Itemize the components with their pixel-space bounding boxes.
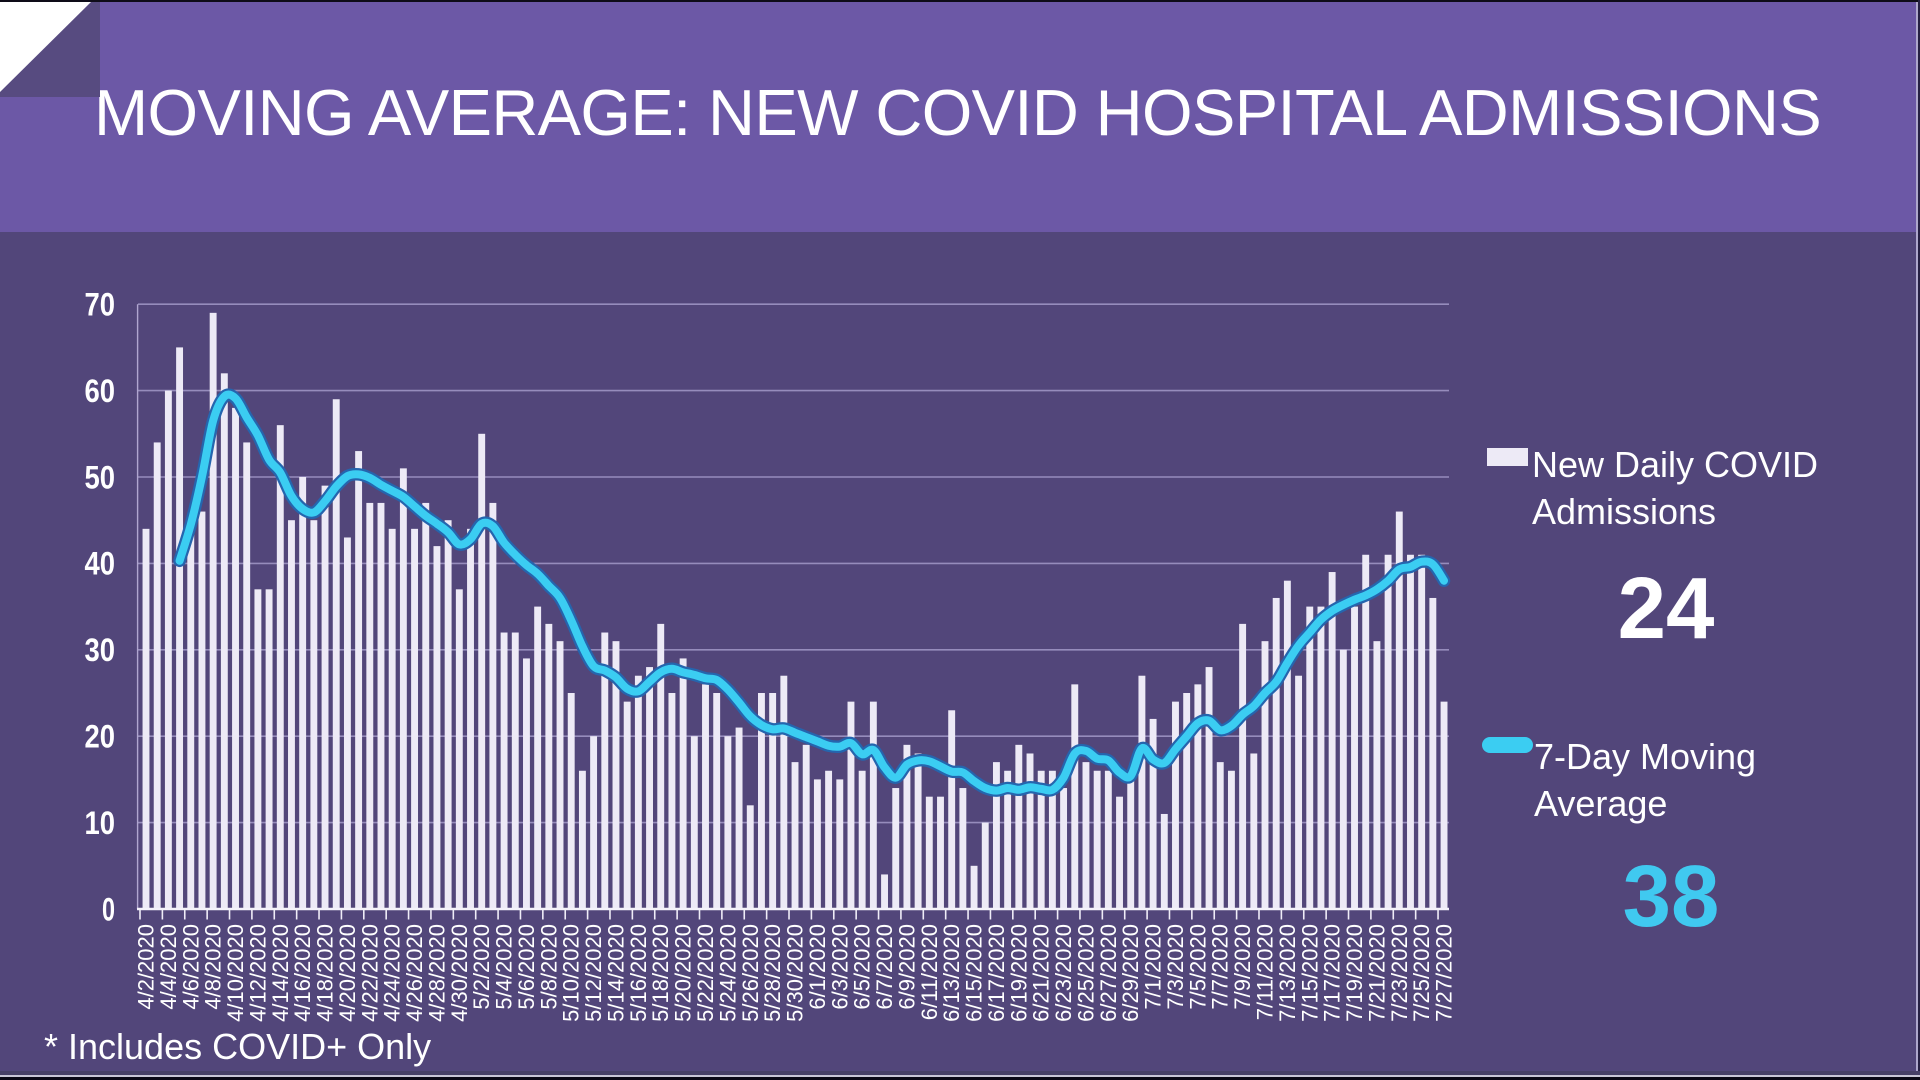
svg-text:6/23/2020: 6/23/2020 [1051, 924, 1076, 1022]
svg-text:7/25/2020: 7/25/2020 [1409, 924, 1434, 1022]
svg-text:7/5/2020: 7/5/2020 [1185, 924, 1210, 1010]
svg-text:6/1/2020: 6/1/2020 [805, 924, 830, 1010]
svg-text:4/26/2020: 4/26/2020 [402, 924, 427, 1022]
svg-text:4/30/2020: 4/30/2020 [447, 924, 472, 1022]
svg-text:4/24/2020: 4/24/2020 [380, 924, 405, 1022]
svg-text:5/30/2020: 5/30/2020 [783, 924, 808, 1022]
svg-text:5/18/2020: 5/18/2020 [648, 924, 673, 1022]
svg-text:0: 0 [102, 891, 115, 927]
svg-text:4/14/2020: 4/14/2020 [268, 924, 293, 1022]
svg-text:4/8/2020: 4/8/2020 [201, 924, 226, 1010]
svg-text:7/21/2020: 7/21/2020 [1364, 924, 1389, 1022]
svg-text:5/24/2020: 5/24/2020 [715, 924, 740, 1022]
svg-text:5/2/2020: 5/2/2020 [469, 924, 494, 1010]
svg-text:5/16/2020: 5/16/2020 [626, 924, 651, 1022]
svg-text:4/18/2020: 4/18/2020 [313, 924, 338, 1022]
svg-text:6/13/2020: 6/13/2020 [939, 924, 964, 1022]
svg-text:5/8/2020: 5/8/2020 [536, 924, 561, 1010]
svg-text:5/20/2020: 5/20/2020 [671, 924, 696, 1022]
svg-text:5/4/2020: 5/4/2020 [492, 924, 517, 1010]
svg-text:50: 50 [85, 459, 116, 495]
svg-text:4/12/2020: 4/12/2020 [245, 924, 270, 1022]
svg-text:5/6/2020: 5/6/2020 [514, 924, 539, 1010]
svg-text:6/21/2020: 6/21/2020 [1029, 924, 1054, 1022]
svg-text:5/14/2020: 5/14/2020 [603, 924, 628, 1022]
svg-text:6/9/2020: 6/9/2020 [894, 924, 919, 1010]
svg-text:4/22/2020: 4/22/2020 [357, 924, 382, 1022]
svg-text:7/9/2020: 7/9/2020 [1230, 924, 1255, 1010]
svg-text:6/5/2020: 6/5/2020 [850, 924, 875, 1010]
svg-text:6/7/2020: 6/7/2020 [872, 924, 897, 1010]
svg-text:4/16/2020: 4/16/2020 [290, 924, 315, 1022]
svg-text:6/11/2020: 6/11/2020 [917, 924, 942, 1020]
svg-text:7/3/2020: 7/3/2020 [1163, 924, 1188, 1010]
svg-text:20: 20 [85, 719, 116, 755]
svg-text:4/28/2020: 4/28/2020 [424, 924, 449, 1022]
svg-text:7/11/2020: 7/11/2020 [1253, 924, 1278, 1020]
svg-text:6/17/2020: 6/17/2020 [984, 924, 1009, 1022]
svg-text:4/6/2020: 4/6/2020 [178, 924, 203, 1010]
svg-text:60: 60 [85, 373, 116, 409]
svg-text:4/10/2020: 4/10/2020 [223, 924, 248, 1022]
svg-text:5/28/2020: 5/28/2020 [760, 924, 785, 1022]
svg-text:30: 30 [85, 632, 116, 668]
svg-text:7/7/2020: 7/7/2020 [1208, 924, 1233, 1010]
svg-text:6/3/2020: 6/3/2020 [827, 924, 852, 1010]
svg-text:5/22/2020: 5/22/2020 [693, 924, 718, 1022]
svg-text:6/29/2020: 6/29/2020 [1118, 924, 1143, 1022]
svg-text:4/20/2020: 4/20/2020 [335, 924, 360, 1022]
svg-text:6/19/2020: 6/19/2020 [1006, 924, 1031, 1022]
svg-text:5/26/2020: 5/26/2020 [738, 924, 763, 1022]
svg-text:7/13/2020: 7/13/2020 [1275, 924, 1300, 1022]
svg-text:4/4/2020: 4/4/2020 [156, 924, 181, 1010]
svg-text:7/15/2020: 7/15/2020 [1297, 924, 1322, 1022]
svg-text:6/15/2020: 6/15/2020 [962, 924, 987, 1022]
svg-text:7/17/2020: 7/17/2020 [1320, 924, 1345, 1022]
svg-text:7/19/2020: 7/19/2020 [1342, 924, 1367, 1022]
svg-text:40: 40 [85, 546, 116, 582]
svg-text:7/27/2020: 7/27/2020 [1432, 924, 1457, 1022]
svg-text:6/27/2020: 6/27/2020 [1096, 924, 1121, 1022]
svg-text:10: 10 [85, 805, 116, 841]
svg-text:5/10/2020: 5/10/2020 [559, 924, 584, 1022]
svg-text:6/25/2020: 6/25/2020 [1073, 924, 1098, 1022]
svg-text:5/12/2020: 5/12/2020 [581, 924, 606, 1022]
svg-text:70: 70 [85, 287, 116, 323]
svg-text:4/2/2020: 4/2/2020 [134, 924, 159, 1010]
svg-text:7/23/2020: 7/23/2020 [1387, 924, 1412, 1022]
svg-text:7/1/2020: 7/1/2020 [1141, 924, 1166, 1010]
